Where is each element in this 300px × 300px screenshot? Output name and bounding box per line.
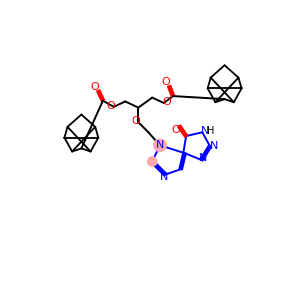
- Text: H: H: [207, 127, 214, 136]
- Text: O: O: [106, 101, 115, 111]
- Circle shape: [154, 139, 166, 152]
- Text: O: O: [163, 97, 171, 107]
- Text: N: N: [200, 127, 209, 136]
- Text: O: O: [131, 116, 140, 126]
- Text: O: O: [90, 82, 99, 92]
- Text: N: N: [199, 153, 207, 164]
- Circle shape: [148, 157, 157, 166]
- Text: N: N: [156, 140, 164, 150]
- Text: O: O: [172, 125, 181, 135]
- Text: O: O: [162, 77, 170, 87]
- Text: N: N: [160, 172, 169, 182]
- Text: N: N: [210, 141, 218, 151]
